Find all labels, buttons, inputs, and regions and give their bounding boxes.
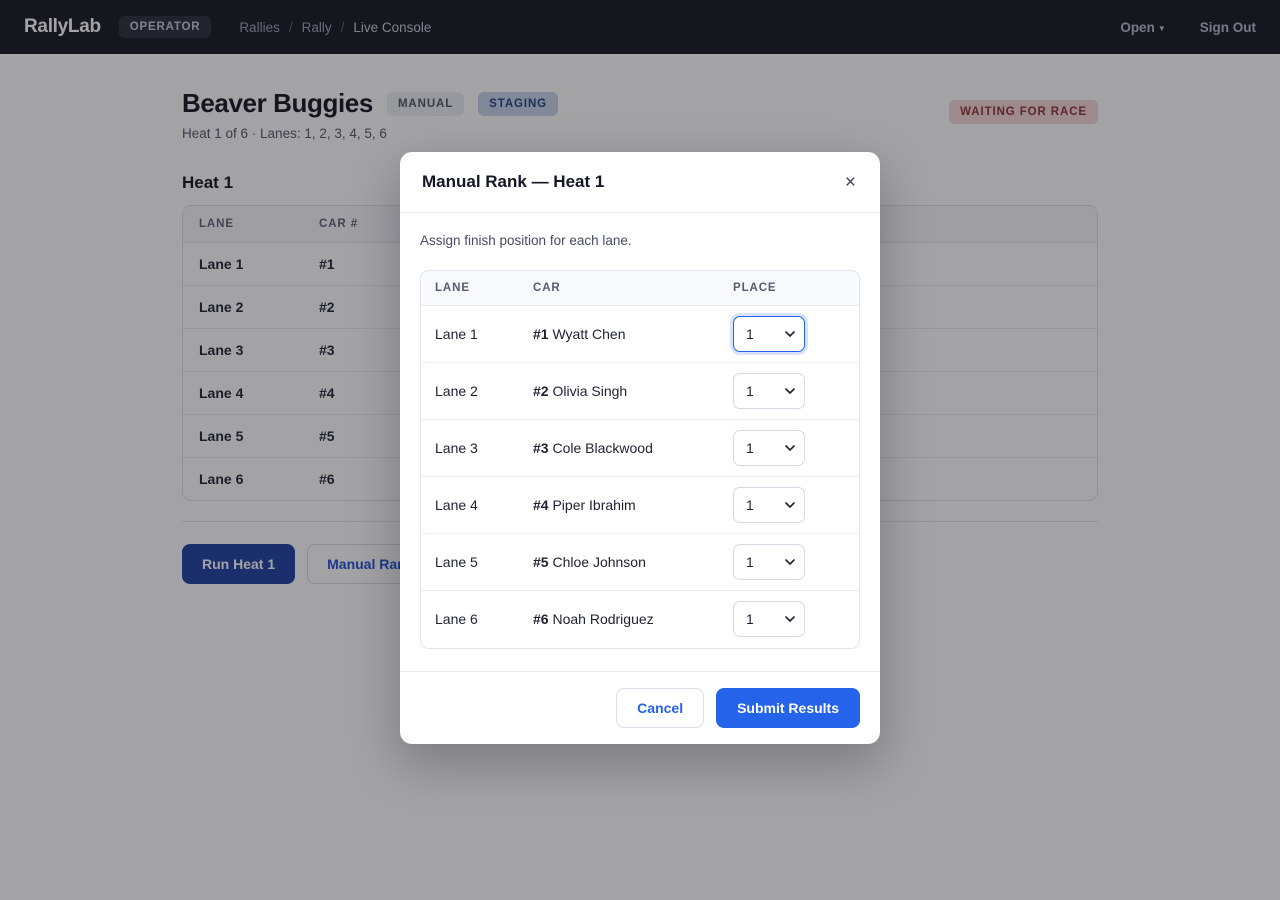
place-select-lane-1[interactable]: 123456 <box>733 316 805 352</box>
sign-out-button[interactable]: Sign Out <box>1199 19 1256 35</box>
rank-car-number: #4 <box>533 497 549 513</box>
open-menu-label: Open <box>1120 19 1155 35</box>
top-navigation-actions: Open ▼ Sign Out <box>1120 20 1256 35</box>
dialog-header: Manual Rank — Heat 1 × <box>400 152 880 213</box>
place-select-lane-6[interactable]: 123456 <box>733 601 805 638</box>
heat-col-lane: LANE <box>183 206 303 243</box>
rank-car-number: #3 <box>533 440 549 456</box>
breadcrumb-rally[interactable]: Rally <box>301 19 332 35</box>
heat-heading: Heat 1 <box>182 173 234 192</box>
breadcrumb-separator-2: / <box>340 19 345 35</box>
rank-row: Lane 6 #6 Noah Rodriguez 123456 <box>421 591 859 648</box>
rank-place-cell: 123456 <box>719 533 859 591</box>
rank-driver-name: Wyatt Chen <box>552 326 626 342</box>
cancel-button[interactable]: Cancel <box>616 687 705 728</box>
submit-results-button[interactable]: Submit Results <box>716 687 860 728</box>
rank-col-lane: LANE <box>421 271 519 306</box>
dialog-body: Assign finish position for each lane. LA… <box>400 213 880 671</box>
breadcrumb-rallies[interactable]: Rallies <box>239 19 280 35</box>
status-badge: WAITING FOR RACE <box>949 100 1098 124</box>
rank-lane: Lane 6 <box>435 611 478 628</box>
rank-place-cell: 123456 <box>719 476 859 534</box>
dialog-footer: Cancel Submit Results <box>400 670 880 744</box>
lane-link[interactable]: Lane 6 <box>199 471 244 487</box>
rank-car: #2 Olivia Singh <box>519 362 719 420</box>
place-select-wrapper: 123456 <box>733 544 805 580</box>
lane-link[interactable]: Lane 1 <box>183 242 303 286</box>
open-menu-button[interactable]: Open ▼ <box>1120 20 1165 35</box>
rank-car-number: #5 <box>533 554 549 570</box>
rank-table-card: LANE CAR PLACE Lane 1#1 Wyatt Chen123456… <box>420 270 860 649</box>
place-select-lane-2[interactable]: 123456 <box>733 373 805 409</box>
lane-link[interactable]: Lane 4 <box>183 371 303 415</box>
table-row: Lane 6 #6 <box>183 458 1097 501</box>
rank-lane: Lane 1 <box>421 305 519 363</box>
rank-place-cell: 123456 <box>719 591 859 648</box>
rank-place-cell: 123456 <box>719 305 859 363</box>
rank-col-car: CAR <box>519 271 719 306</box>
lane-link[interactable]: Lane 3 <box>183 328 303 372</box>
rank-car-number: #1 <box>533 326 549 342</box>
rank-row: Lane 5#5 Chloe Johnson123456 <box>421 533 859 591</box>
manual-rank-dialog: Manual Rank — Heat 1 × Assign finish pos… <box>400 152 880 744</box>
rank-driver-name: Chloe Johnson <box>552 554 646 570</box>
rank-car-number: #6 <box>533 611 549 628</box>
rank-car: #4 Piper Ibrahim <box>519 476 719 534</box>
rank-driver-name: Piper Ibrahim <box>552 497 636 513</box>
brand-logo[interactable]: RallyLab <box>24 16 101 37</box>
rank-table: LANE CAR PLACE Lane 1#1 Wyatt Chen123456… <box>421 271 859 648</box>
rank-driver-name: Cole Blackwood <box>552 440 653 456</box>
heat-action-buttons: Run Heat 1 Manual Rank <box>182 544 1098 584</box>
mode-badge: MANUAL <box>386 91 465 116</box>
car-number: #6 <box>319 471 335 487</box>
rank-lane: Lane 4 <box>421 476 519 534</box>
rank-table-header-row: LANE CAR PLACE <box>421 271 859 306</box>
rank-car: #6 Noah Rodriguez <box>519 591 719 648</box>
breadcrumb: Rallies / Rally / Live Console <box>239 20 431 35</box>
rank-lane: Lane 3 <box>421 419 519 477</box>
place-select-lane-4[interactable]: 123456 <box>733 487 805 523</box>
run-heat-button[interactable]: Run Heat 1 <box>182 544 296 584</box>
page-title-row: Beaver Buggies MANUAL STAGING WAITING FO… <box>182 88 1098 124</box>
rank-place-cell: 123456 <box>719 362 859 420</box>
place-select-lane-3[interactable]: 123456 <box>733 430 805 466</box>
role-badge: OPERATOR <box>118 16 212 38</box>
page-title: Beaver Buggies <box>182 88 373 118</box>
dialog-title: Manual Rank — Heat 1 <box>422 172 605 191</box>
place-select-wrapper: 123456 <box>733 430 805 466</box>
rank-car: #5 Chloe Johnson <box>519 533 719 591</box>
rank-car: #3 Cole Blackwood <box>519 419 719 477</box>
place-select-lane-5[interactable]: 123456 <box>733 544 805 580</box>
rank-col-place: PLACE <box>719 271 859 306</box>
rank-driver-name: Olivia Singh <box>552 383 628 399</box>
rank-lane: Lane 5 <box>421 533 519 591</box>
breadcrumb-live-console: Live Console <box>353 19 432 35</box>
place-select-wrapper: 123456 <box>733 373 805 409</box>
top-navigation-bar: RallyLab OPERATOR Rallies / Rally / Live… <box>0 0 1280 54</box>
place-select-wrapper: 123456 <box>733 487 805 523</box>
close-icon[interactable]: × <box>844 171 856 193</box>
rank-row: Lane 2#2 Olivia Singh123456 <box>421 362 859 420</box>
breadcrumb-separator-1: / <box>288 19 293 35</box>
rank-place-cell: 123456 <box>719 419 859 477</box>
lane-link[interactable]: Lane 5 <box>183 414 303 458</box>
rank-row: Lane 4#4 Piper Ibrahim123456 <box>421 476 859 534</box>
dialog-hint: Assign finish position for each lane. <box>420 233 632 248</box>
rank-car-number: #2 <box>533 383 549 399</box>
rank-lane: Lane 2 <box>421 362 519 420</box>
chevron-down-icon: ▼ <box>1157 23 1166 33</box>
stage-badge: STAGING <box>478 91 559 116</box>
rank-car: #1 Wyatt Chen <box>519 305 719 363</box>
rank-driver-name: Noah Rodriguez <box>552 611 654 628</box>
lane-link[interactable]: Lane 2 <box>183 285 303 329</box>
heat-subtitle: Heat 1 of 6 · Lanes: 1, 2, 3, 4, 5, 6 <box>182 126 387 141</box>
place-select-wrapper: 123456 <box>733 316 805 352</box>
rank-row: Lane 1#1 Wyatt Chen123456 <box>421 305 859 363</box>
rank-row: Lane 3#3 Cole Blackwood123456 <box>421 419 859 477</box>
place-select-wrapper: 123456 <box>733 601 805 638</box>
